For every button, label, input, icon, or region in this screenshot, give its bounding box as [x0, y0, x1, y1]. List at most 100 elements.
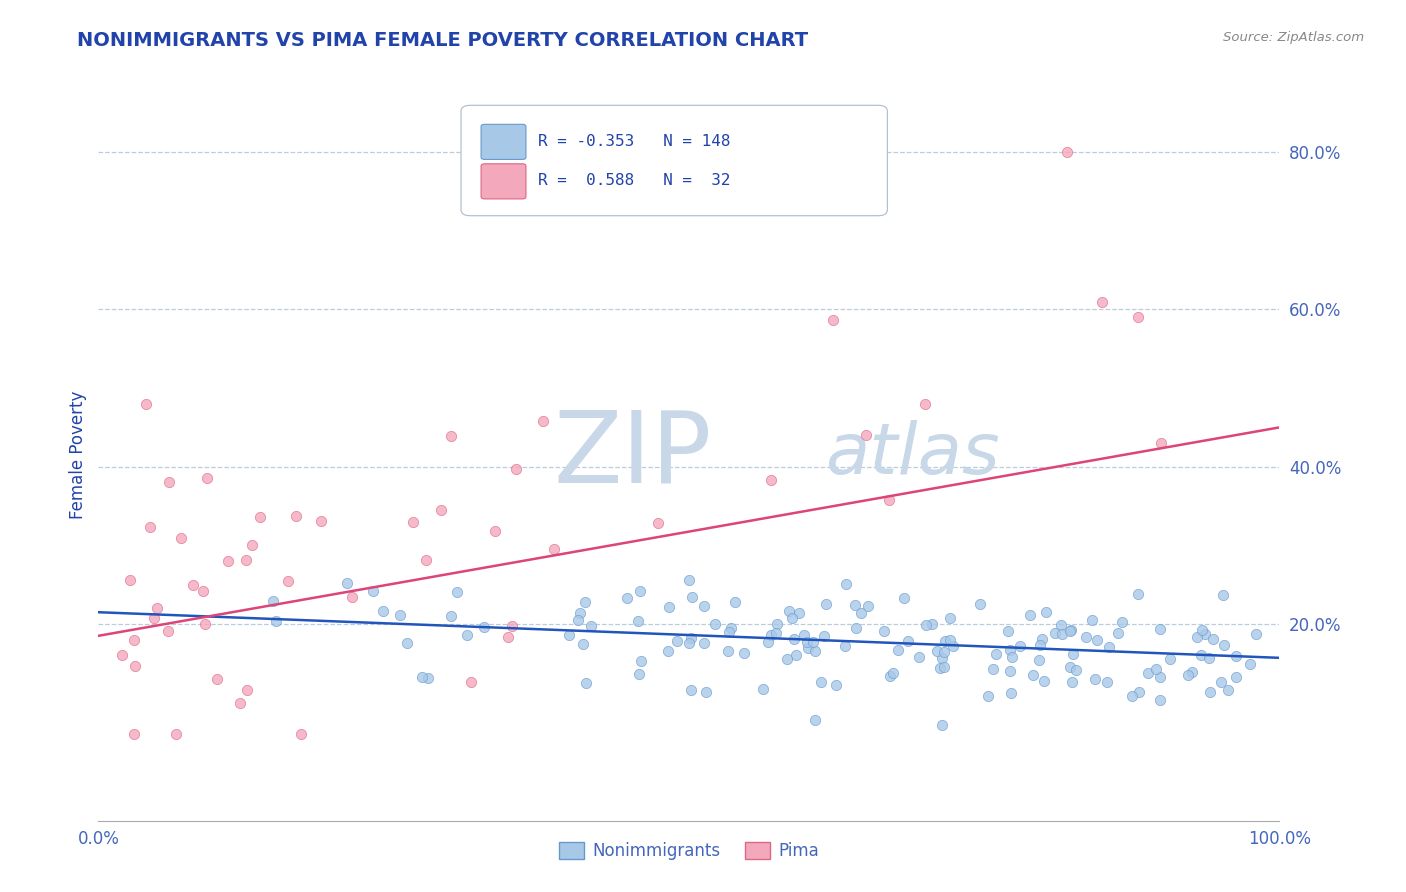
- Point: [1060, 623, 1083, 637]
- Point: [765, 626, 787, 640]
- Text: R = -0.353   N = 148: R = -0.353 N = 148: [537, 135, 730, 149]
- Point: [1150, 436, 1173, 450]
- Point: [1211, 674, 1233, 689]
- Point: [415, 553, 437, 567]
- Point: [118, 574, 141, 588]
- Point: [1212, 638, 1234, 652]
- Point: [371, 604, 394, 618]
- Point: [1022, 668, 1045, 682]
- Point: [704, 617, 727, 632]
- Point: [1239, 657, 1261, 671]
- Point: [401, 515, 423, 529]
- Point: [915, 617, 938, 632]
- Point: [821, 312, 844, 326]
- Point: [628, 583, 651, 598]
- Point: [793, 627, 815, 641]
- Point: [1029, 639, 1052, 653]
- Point: [932, 644, 955, 658]
- Point: [440, 429, 463, 443]
- Point: [1062, 647, 1084, 661]
- Point: [1081, 613, 1104, 627]
- Point: [1035, 605, 1057, 619]
- Point: [157, 624, 180, 639]
- Point: [1177, 668, 1199, 682]
- FancyBboxPatch shape: [461, 105, 887, 216]
- Point: [657, 644, 679, 658]
- Point: [647, 516, 669, 530]
- Point: [998, 643, 1021, 657]
- Point: [111, 648, 134, 663]
- Point: [1159, 652, 1181, 666]
- Point: [681, 590, 703, 604]
- Point: [484, 524, 506, 539]
- Point: [814, 597, 837, 611]
- Point: [1032, 673, 1054, 688]
- Point: [411, 670, 433, 684]
- Point: [717, 644, 740, 658]
- Point: [678, 574, 700, 588]
- Point: [882, 665, 904, 680]
- Point: [928, 661, 950, 675]
- Point: [146, 601, 169, 615]
- Point: [191, 584, 214, 599]
- Point: [921, 617, 943, 632]
- Point: [873, 624, 896, 639]
- Point: [1121, 689, 1143, 703]
- Text: NONIMMIGRANTS VS PIMA FEMALE POVERTY CORRELATION CHART: NONIMMIGRANTS VS PIMA FEMALE POVERTY COR…: [77, 31, 808, 50]
- Point: [783, 632, 806, 646]
- Point: [1107, 626, 1129, 640]
- Point: [938, 611, 960, 625]
- Point: [627, 614, 650, 628]
- Point: [976, 689, 998, 703]
- Point: [543, 541, 565, 556]
- Point: [235, 683, 257, 698]
- Point: [1018, 607, 1040, 622]
- Point: [851, 606, 873, 620]
- Point: [1056, 145, 1078, 160]
- Point: [496, 630, 519, 644]
- Point: [1050, 617, 1073, 632]
- Point: [776, 651, 799, 665]
- Point: [1045, 626, 1067, 640]
- Point: [804, 713, 827, 727]
- Point: [997, 624, 1019, 638]
- Point: [1028, 652, 1050, 666]
- Text: atlas: atlas: [825, 420, 1000, 490]
- Point: [1149, 693, 1171, 707]
- Point: [124, 658, 146, 673]
- Point: [627, 666, 650, 681]
- Text: R =  0.588   N =  32: R = 0.588 N = 32: [537, 173, 730, 188]
- Point: [893, 591, 915, 606]
- Point: [1084, 672, 1107, 686]
- Point: [1189, 648, 1212, 662]
- Point: [531, 414, 554, 428]
- Point: [240, 538, 263, 552]
- Point: [855, 428, 877, 442]
- Point: [1001, 650, 1024, 665]
- Point: [235, 553, 257, 567]
- Point: [886, 643, 908, 657]
- Point: [1202, 632, 1225, 646]
- Point: [389, 607, 412, 622]
- Point: [1060, 675, 1083, 690]
- Point: [1218, 683, 1240, 698]
- Point: [939, 632, 962, 647]
- Point: [845, 621, 868, 635]
- Point: [1059, 624, 1081, 638]
- Point: [1128, 684, 1150, 698]
- Point: [284, 509, 307, 524]
- Point: [756, 635, 779, 649]
- Point: [1126, 587, 1149, 601]
- Point: [501, 619, 523, 633]
- Point: [430, 503, 453, 517]
- Text: Source: ZipAtlas.com: Source: ZipAtlas.com: [1223, 31, 1364, 45]
- Point: [1052, 627, 1074, 641]
- Point: [1198, 650, 1220, 665]
- Point: [804, 644, 827, 658]
- Point: [877, 492, 900, 507]
- Point: [336, 575, 359, 590]
- Point: [616, 591, 638, 605]
- Point: [733, 646, 755, 660]
- Point: [724, 594, 747, 608]
- Point: [569, 607, 592, 621]
